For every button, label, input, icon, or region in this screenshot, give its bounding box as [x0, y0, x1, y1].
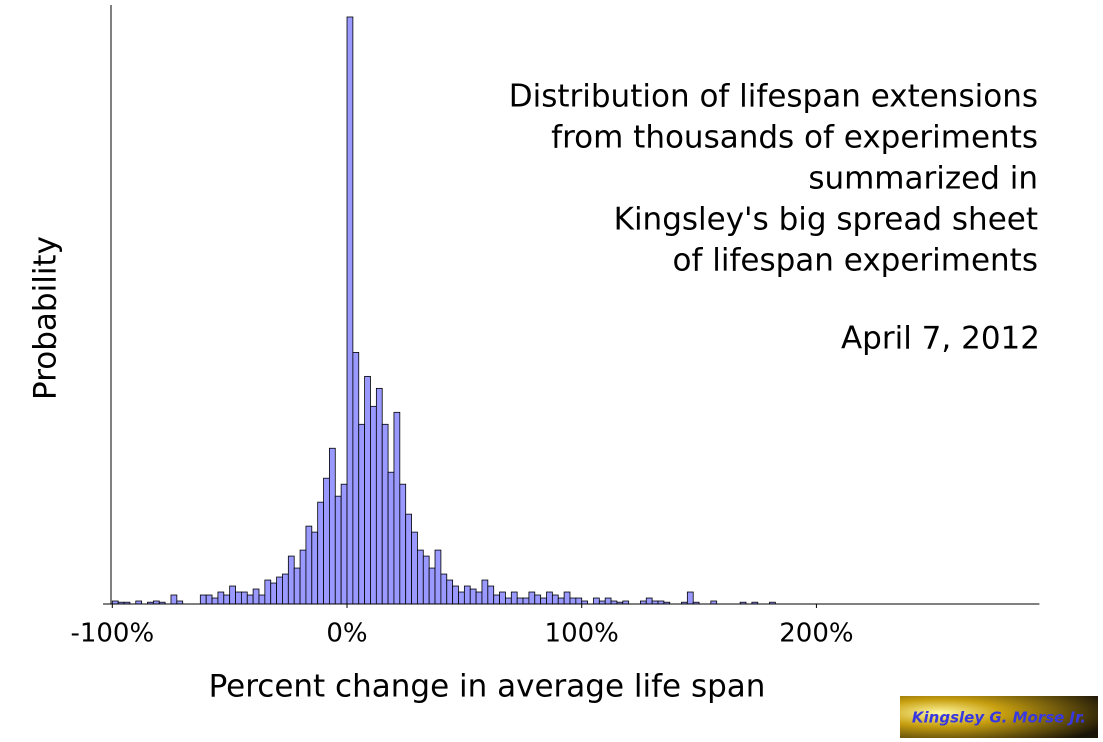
x-tick-label: 0%	[326, 619, 367, 649]
bar	[358, 423, 366, 605]
bar	[434, 549, 442, 605]
bar	[229, 585, 236, 605]
bar	[364, 375, 371, 605]
bar	[516, 597, 524, 605]
bar	[505, 597, 512, 605]
chart-title-line: Kingsley's big spread sheet	[614, 202, 1038, 238]
title-block: Distribution of lifespan extensions from …	[509, 79, 1038, 279]
bar	[346, 16, 354, 605]
y-axis-label: Probability	[28, 236, 64, 400]
bar	[205, 594, 213, 605]
bar	[493, 594, 500, 605]
chart-title-line: from thousands of experiments	[551, 120, 1038, 156]
bar	[440, 573, 448, 605]
bar	[334, 495, 342, 605]
bar	[487, 585, 495, 605]
x-tick-label: -100%	[70, 619, 154, 649]
bar	[534, 594, 542, 605]
bar	[282, 573, 289, 605]
bar	[452, 585, 459, 605]
bar	[235, 591, 242, 605]
bar	[217, 591, 225, 605]
bar	[329, 447, 336, 605]
bar	[340, 483, 348, 605]
bar	[276, 576, 283, 605]
bar	[381, 423, 389, 605]
bar	[370, 405, 377, 605]
bar	[252, 588, 260, 605]
bar	[311, 531, 319, 605]
bar	[399, 483, 407, 605]
bar	[264, 579, 272, 605]
bar	[223, 594, 231, 605]
x-axis-label: Percent change in average life span	[209, 669, 766, 705]
bar	[510, 591, 518, 605]
bar	[522, 597, 530, 605]
bar	[575, 597, 583, 605]
bar	[593, 597, 600, 605]
bar	[557, 597, 565, 605]
bar	[393, 411, 401, 605]
bar	[293, 567, 301, 605]
bar	[375, 387, 383, 605]
bar	[481, 579, 489, 605]
bar	[405, 513, 412, 605]
bar	[299, 549, 307, 605]
bar	[387, 471, 395, 605]
bar	[458, 591, 465, 605]
bar	[211, 597, 219, 605]
bar	[475, 591, 483, 605]
bar	[422, 555, 430, 605]
bar	[323, 477, 330, 605]
chart-title-line: Distribution of lifespan extensions	[509, 79, 1038, 115]
bar	[569, 597, 577, 605]
bar	[199, 594, 207, 605]
x-tick-label: 100%	[545, 619, 619, 649]
bar	[446, 579, 454, 605]
bar	[417, 549, 424, 605]
subtitle: April 7, 2012	[841, 321, 1040, 357]
logo: Kingsley G. Morse Jr.	[912, 709, 1086, 727]
chart-title-line: summarized in	[808, 161, 1038, 197]
bar	[686, 591, 694, 605]
bar	[551, 594, 559, 605]
bar	[604, 597, 612, 605]
bar	[463, 585, 471, 605]
bar	[428, 567, 436, 605]
bar	[411, 531, 418, 605]
bar	[499, 591, 506, 605]
bar	[469, 588, 477, 605]
bar	[246, 594, 254, 605]
bar	[645, 597, 653, 605]
bar	[287, 555, 295, 605]
bar	[258, 594, 266, 605]
bar	[546, 591, 553, 605]
bar	[270, 582, 277, 605]
bar	[563, 591, 571, 605]
bar	[540, 597, 547, 605]
x-tick-label: 200%	[779, 619, 853, 649]
bar	[240, 591, 248, 605]
bar	[352, 352, 360, 605]
bar	[170, 594, 178, 605]
chart-title-line: of lifespan experiments	[673, 243, 1038, 279]
logo-background	[900, 696, 1098, 738]
bar	[305, 525, 313, 605]
bar	[528, 591, 536, 605]
bar	[317, 501, 324, 605]
